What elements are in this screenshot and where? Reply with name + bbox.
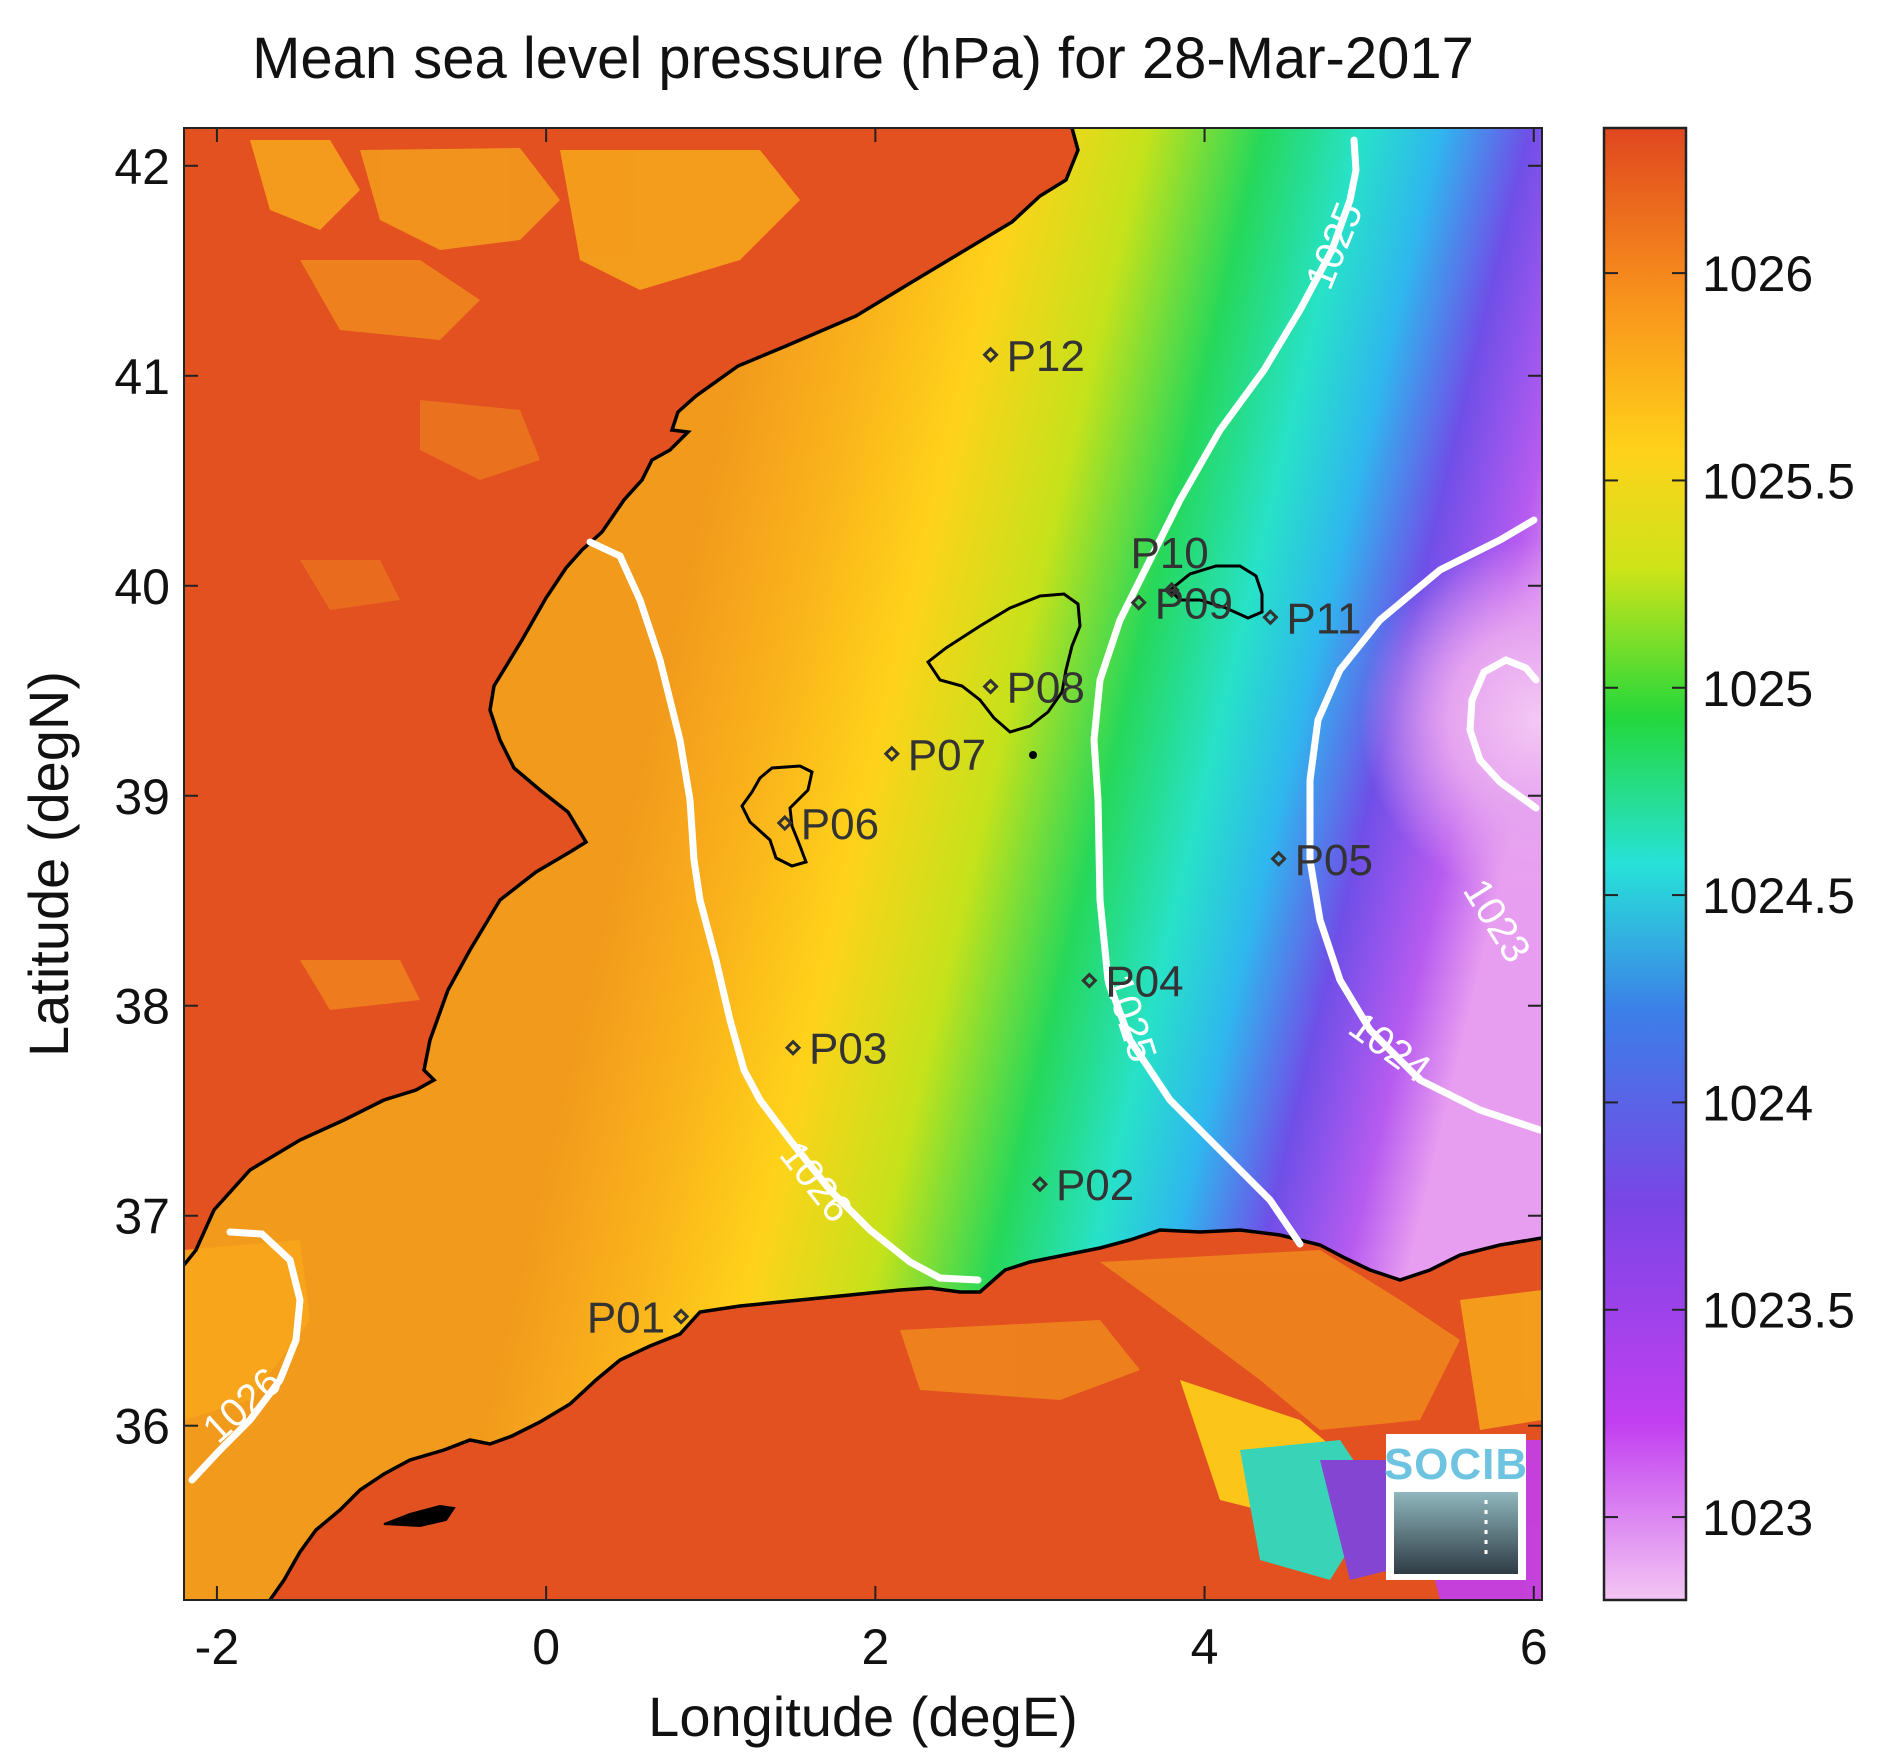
station-label: P07 — [908, 731, 986, 780]
isobar-1023 — [1466, 656, 1540, 812]
station-marker — [672, 1308, 690, 1325]
coastline-north-africa — [268, 1228, 1542, 1600]
y-tick-label: 38 — [114, 979, 170, 1035]
station-label: P11 — [1286, 594, 1361, 643]
x-tick-label: 0 — [532, 1619, 560, 1675]
x-axis-ticks: -2 0 2 4 6 — [195, 128, 1548, 1675]
socib-logo: SOCIB — [1384, 1434, 1528, 1580]
colorbar-gradient — [1602, 126, 1688, 1602]
island-mallorca — [925, 592, 1082, 734]
colorbar-tick-label: 1023.5 — [1702, 1283, 1855, 1339]
station-p02: P02 — [1031, 1161, 1134, 1210]
y-tick-label: 37 — [114, 1189, 170, 1245]
station-p03: P03 — [784, 1025, 887, 1074]
station-marker — [776, 814, 793, 832]
colorbar-tick-label: 1025.5 — [1702, 453, 1855, 509]
low-pressure-core — [1340, 520, 1542, 940]
station-p11: P11 — [1262, 594, 1361, 643]
x-tick-label: -2 — [195, 1619, 239, 1675]
x-tick-label: 6 — [1520, 1619, 1548, 1675]
colorbar-tick-label: 1025 — [1702, 661, 1813, 717]
y-tick-label: 36 — [114, 1399, 170, 1455]
chart-title: Mean sea level pressure (hPa) for 28-Mar… — [252, 26, 1474, 91]
station-label: P04 — [1105, 958, 1183, 1007]
station-marker — [1031, 1176, 1049, 1193]
y-tick-label: 42 — [114, 139, 170, 195]
station-marker — [784, 1039, 802, 1056]
station-marker — [883, 745, 900, 762]
plot-area: 1026 1026 1025 1025 1024 1023 P01P02P03P… — [184, 128, 1542, 1600]
colorbar-ticks: 1023 1023.5 1024 1024.5 1025 1025.5 1026 — [1604, 246, 1855, 1546]
island-cabrera — [1029, 751, 1037, 759]
station-marker — [1130, 594, 1147, 611]
island-alboran — [383, 1504, 456, 1528]
isobar-1024 — [1306, 516, 1542, 1134]
station-p08: P08 — [982, 664, 1085, 713]
colorbar: 1023 1023.5 1024 1024.5 1025 1025.5 1026 — [1602, 126, 1855, 1602]
x-axis-label: Longitude (degE) — [648, 1685, 1078, 1748]
station-p09: P09 — [1130, 580, 1233, 629]
y-axis-ticks: 36 37 38 39 40 41 42 — [114, 139, 1542, 1455]
y-axis-label: Latitude (degN) — [17, 671, 80, 1057]
y-tick-label: 41 — [114, 349, 170, 405]
station-p12: P12 — [982, 332, 1085, 381]
station-p06: P06 — [776, 800, 879, 849]
colorbar-tick-label: 1024 — [1702, 1075, 1813, 1131]
isobar-1025 — [1090, 136, 1360, 1248]
colorbar-tick-label: 1026 — [1702, 246, 1813, 302]
station-label: P12 — [1007, 332, 1085, 381]
station-marker — [982, 678, 999, 695]
station-marker — [1270, 850, 1287, 867]
station-p07: P07 — [883, 731, 986, 780]
y-tick-label: 40 — [114, 559, 170, 615]
y-tick-label: 39 — [114, 769, 170, 825]
logo-text: SOCIB — [1384, 1440, 1528, 1489]
station-p05: P05 — [1270, 836, 1373, 885]
station-p04: P04 — [1081, 958, 1184, 1007]
station-label: P09 — [1155, 580, 1233, 629]
station-p01: P01 — [587, 1294, 690, 1343]
station-label: P06 — [801, 800, 879, 849]
station-label: P05 — [1295, 836, 1373, 885]
x-tick-label: 2 — [861, 1619, 889, 1675]
isobars — [188, 136, 1542, 1484]
island-menorca — [1167, 564, 1264, 620]
station-marker — [982, 346, 999, 363]
station-label: P02 — [1056, 1161, 1134, 1210]
station-label: P01 — [587, 1294, 665, 1343]
station-label: P08 — [1007, 664, 1085, 713]
colorbar-tick-label: 1023 — [1702, 1490, 1813, 1546]
isobar-1026-west — [188, 1228, 304, 1484]
isobar-1026-east — [586, 538, 982, 1284]
station-label: P03 — [809, 1025, 887, 1074]
island-ibiza — [740, 764, 814, 868]
plot-frame — [183, 127, 1543, 1601]
colorbar-tick-label: 1024.5 — [1702, 868, 1855, 924]
station-marker — [1081, 972, 1098, 989]
station-label: P10 — [1130, 529, 1208, 578]
x-tick-label: 4 — [1191, 1619, 1219, 1675]
coastline-iberia — [184, 128, 1080, 1267]
station-marker — [1163, 581, 1180, 599]
station-marker — [1262, 609, 1279, 626]
station-p10: P10 — [1130, 529, 1209, 599]
